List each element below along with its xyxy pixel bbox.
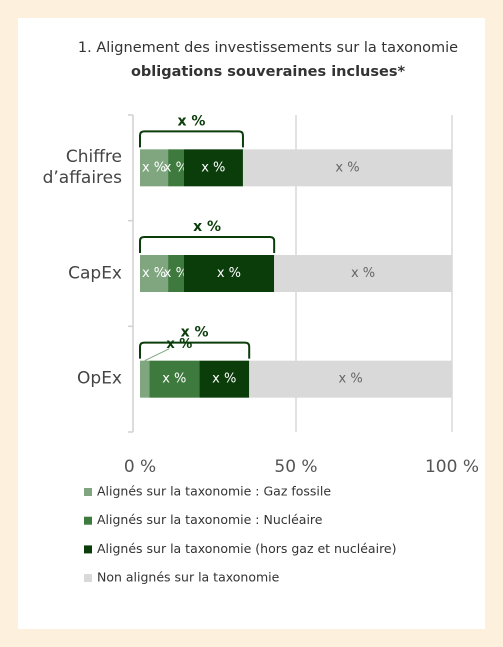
- data-label: x %: [142, 266, 166, 281]
- leader-line: [144, 348, 170, 362]
- data-label: x %: [162, 372, 186, 387]
- total-label: x %: [181, 325, 209, 341]
- legend-swatch: [84, 488, 92, 496]
- data-label: x %: [164, 160, 188, 175]
- x-tick-label: 50 %: [274, 457, 317, 477]
- legend-label: Alignés sur la taxonomie : Nucléaire: [97, 512, 323, 527]
- data-label: x %: [339, 372, 363, 387]
- chart-subtitle: obligations souveraines incluses*: [131, 64, 406, 80]
- panel: [18, 18, 485, 629]
- data-label: x %: [335, 160, 359, 175]
- x-tick-label: 0 %: [124, 457, 156, 477]
- legend-label: Alignés sur la taxonomie (hors gaz et nu…: [97, 541, 397, 556]
- x-tick-label: 100 %: [425, 457, 479, 477]
- data-label: x %: [166, 337, 192, 352]
- legend-swatch: [84, 516, 92, 525]
- bar-segment: [140, 360, 150, 398]
- data-label: x %: [217, 266, 241, 281]
- bar-segment: [168, 255, 184, 292]
- category-label: OpEx: [77, 368, 122, 389]
- bar-segment: [149, 360, 200, 398]
- bracket: [139, 341, 251, 359]
- bar-segment: [168, 149, 184, 187]
- category-label: CapEx: [68, 263, 122, 283]
- data-label: x %: [351, 266, 375, 281]
- data-label: x %: [212, 372, 236, 387]
- category-label: Chiffre d’affaires: [42, 146, 122, 188]
- data-label: x %: [142, 160, 166, 175]
- bar-segment: [140, 149, 169, 187]
- total-label: x %: [193, 219, 221, 235]
- bracket: [139, 236, 276, 253]
- legend-swatch: [84, 545, 92, 554]
- bar-segment: [242, 149, 452, 187]
- legend-label: Alignés sur la taxonomie : Gaz fossile: [97, 484, 331, 499]
- bracket: [139, 130, 244, 148]
- chart-title: 1. Alignement des investissements sur la…: [78, 40, 458, 56]
- data-label: x %: [164, 266, 188, 281]
- bar-segment: [183, 149, 243, 187]
- bar-segment: [199, 360, 250, 398]
- legend-label: Non alignés sur la taxonomie: [97, 570, 280, 585]
- total-label: x %: [178, 113, 206, 129]
- bar-segment: [274, 255, 452, 292]
- bar-segment: [249, 360, 452, 398]
- legend-swatch: [84, 574, 92, 583]
- data-label: x %: [201, 160, 225, 175]
- bar-segment: [183, 255, 275, 292]
- bar-segment: [140, 255, 169, 292]
